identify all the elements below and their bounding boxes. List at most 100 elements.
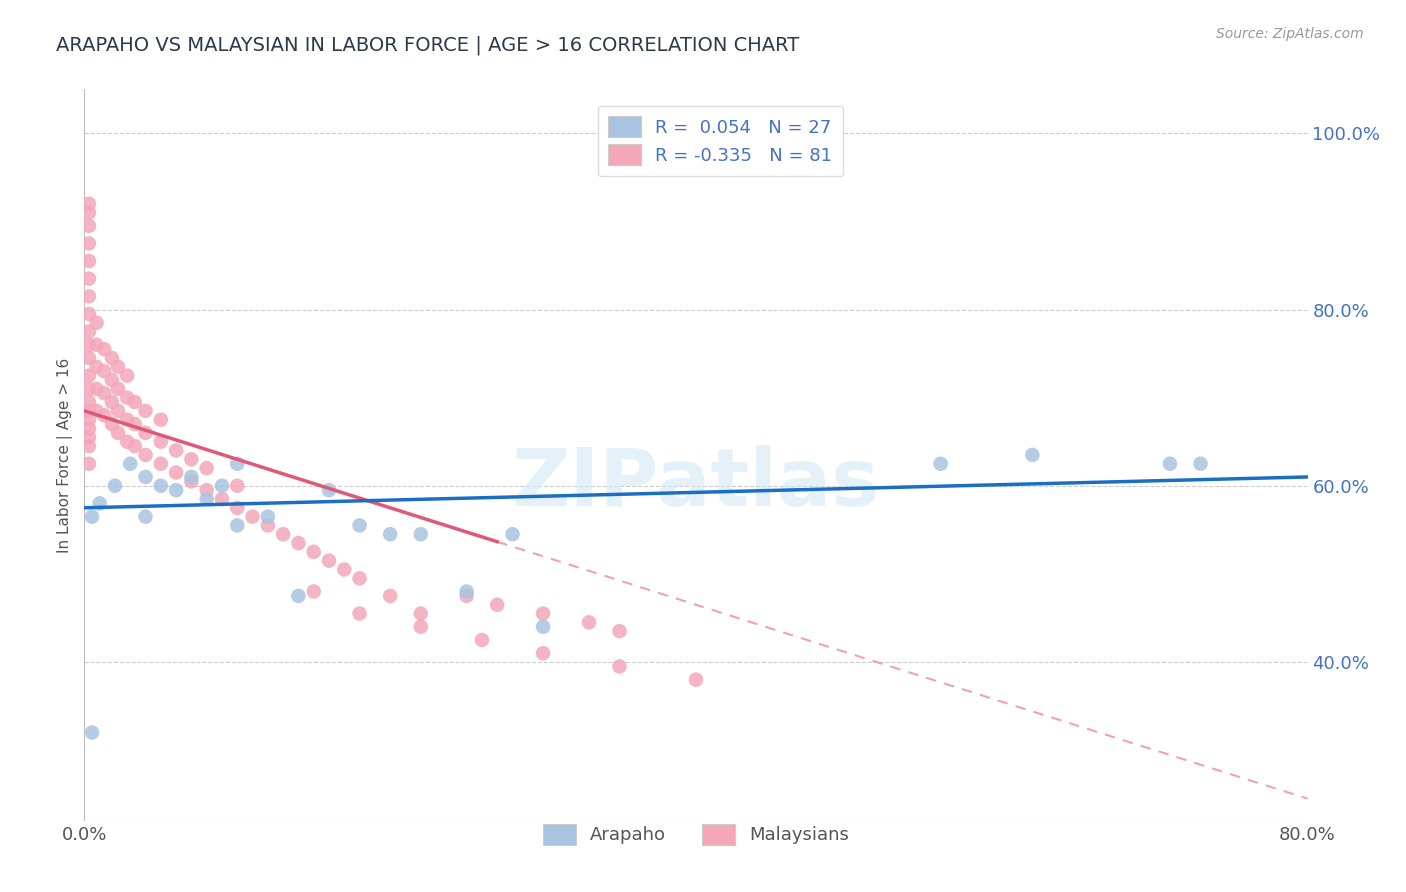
Point [77,271,100,285]
Point [211,491,233,506]
Point [685,673,707,687]
Point [609,659,631,673]
Point [1189,457,1212,471]
Point [180,470,202,484]
Point [86,404,108,418]
Text: Source: ZipAtlas.com: Source: ZipAtlas.com [1216,27,1364,41]
Point [77,338,100,352]
Point [101,395,124,409]
Point [77,219,100,233]
Point [77,351,100,365]
Point [86,316,108,330]
Point [531,607,554,621]
Point [318,483,340,498]
Point [101,417,124,431]
Point [101,373,124,387]
Point [77,307,100,321]
Point [77,412,100,426]
Point [77,395,100,409]
Point [1159,457,1181,471]
Point [124,395,146,409]
Point [93,386,115,401]
Point [226,479,249,493]
Point [349,571,371,585]
Point [115,391,138,405]
Point [77,382,100,396]
Point [929,457,952,471]
Point [77,236,100,251]
Point [86,382,108,396]
Point [195,461,218,475]
Point [242,509,264,524]
Point [165,466,187,480]
Point [77,421,100,435]
Point [93,342,115,356]
Point [578,615,600,630]
Point [135,404,157,418]
Point [149,479,172,493]
Point [77,254,100,268]
Point [93,364,115,378]
Point [165,483,187,498]
Point [226,457,249,471]
Point [86,359,108,374]
Point [531,646,554,660]
Point [101,351,124,365]
Point [333,562,356,576]
Point [149,457,172,471]
Point [77,196,100,211]
Point [226,500,249,515]
Point [80,509,103,524]
Point [93,409,115,423]
Point [115,412,138,426]
Point [77,325,100,339]
Point [1021,448,1043,462]
Point [486,598,509,612]
Point [135,425,157,440]
Point [349,518,371,533]
Point [80,725,103,739]
Point [107,404,129,418]
Point [124,439,146,453]
Point [502,527,524,541]
Point [456,584,478,599]
Point [257,509,280,524]
Point [409,607,432,621]
Point [120,457,142,471]
Point [302,584,325,599]
Y-axis label: In Labor Force | Age > 16: In Labor Force | Age > 16 [58,358,73,552]
Point [409,527,432,541]
Text: ZIPatlas: ZIPatlas [512,445,880,524]
Point [115,368,138,383]
Point [124,417,146,431]
Point [257,518,280,533]
Point [77,404,100,418]
Point [211,479,233,493]
Text: ARAPAHO VS MALAYSIAN IN LABOR FORCE | AGE > 16 CORRELATION CHART: ARAPAHO VS MALAYSIAN IN LABOR FORCE | AG… [56,36,800,55]
Point [195,491,218,506]
Point [409,620,432,634]
Point [609,624,631,639]
Point [195,483,218,498]
Point [77,289,100,303]
Point [531,620,554,634]
Point [287,536,309,550]
Point [107,425,129,440]
Point [77,430,100,444]
Point [107,359,129,374]
Point [149,412,172,426]
Legend: Arapaho, Malaysians: Arapaho, Malaysians [533,813,859,855]
Point [104,479,127,493]
Point [226,518,249,533]
Point [115,434,138,449]
Point [77,205,100,219]
Point [380,589,402,603]
Point [77,368,100,383]
Point [471,632,494,647]
Point [165,443,187,458]
Point [180,475,202,489]
Point [107,382,129,396]
Point [287,589,309,603]
Point [135,509,157,524]
Point [135,448,157,462]
